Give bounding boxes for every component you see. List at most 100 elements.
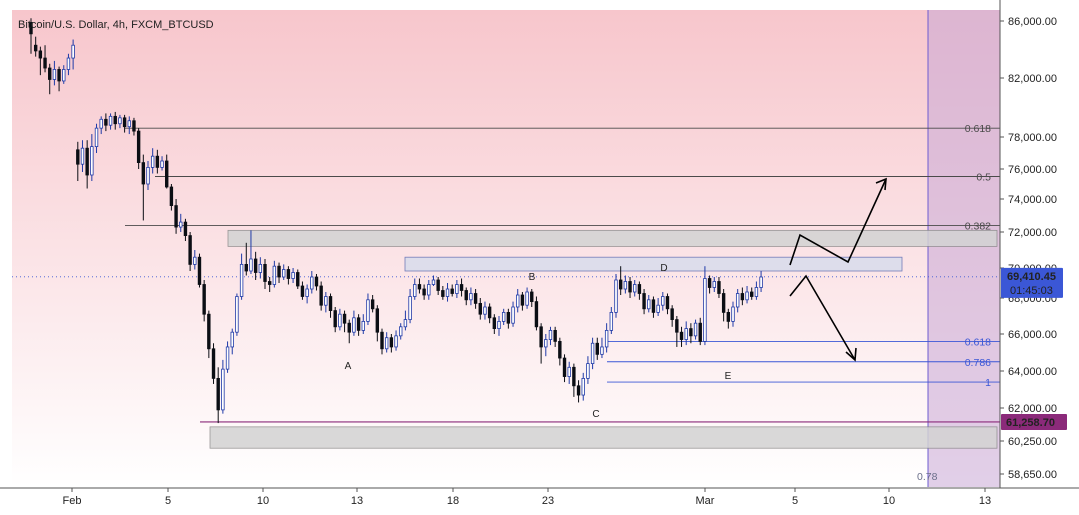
candle-body [399,326,403,337]
candle [497,316,501,336]
candle-body [595,342,599,355]
candle-body [572,366,576,387]
candle-body [29,22,33,35]
candle-body [188,235,192,265]
candle [558,337,562,366]
candle [750,287,754,300]
candle-body [623,281,628,290]
candle-body [581,377,585,396]
candle-body [277,265,281,278]
candle-body [473,293,478,304]
candle-body [296,272,300,287]
candle-body [183,221,188,237]
bullish-arrowhead [875,177,887,191]
candle-body [361,320,365,331]
candle-body [642,293,646,310]
candle-body [174,205,178,228]
candle [272,260,277,288]
candle-body [375,308,380,333]
candle-body [342,313,347,324]
candle [38,46,43,76]
candle-body [211,348,216,379]
candle [478,298,482,320]
chart-title: Bitcoin/U.S. Dollar, 4h, FXCM_BTCUSD [18,19,214,31]
candle-body [272,265,277,285]
candle-body [108,115,113,126]
candle [76,141,80,181]
y-tick-label: 60,250.00 [1008,436,1057,448]
candle-body [356,317,361,331]
candle [291,268,295,283]
candle [155,149,160,174]
candle [71,39,75,70]
candle [618,266,623,295]
candle [581,372,585,401]
candle-body [703,278,707,342]
candle-body [57,69,61,82]
candle-body [370,299,375,310]
candle [48,63,52,95]
candle-body [104,118,108,126]
fib-level-label: 0.5 [976,172,991,184]
candle-body [165,160,169,188]
candle [675,316,679,347]
candle-body [207,313,211,350]
candle-body [338,313,342,328]
candle-body [450,288,454,294]
candle [347,319,351,344]
candle [305,284,309,304]
candle-body [160,160,164,168]
candle [352,310,356,336]
plot-background [12,10,1000,487]
candle [296,269,300,289]
fib-level-label: 0.786 [965,357,991,369]
candle [647,295,651,313]
candle-body [637,284,642,294]
candle-body [197,256,202,285]
candle [623,275,628,294]
y-axis: 86,000.00 82,000.00 78,000.00 76,000.00 74,0… [1000,16,1057,481]
y-tick-label: 62,000.00 [1008,403,1057,415]
candle-body [169,186,174,207]
price-tags: 69,410.45 01:45:03 61,258.70 [1001,267,1067,430]
candle-body [609,311,614,331]
candle-body [441,290,445,297]
candle [150,148,155,174]
candle [384,332,389,353]
candle [759,271,763,292]
y-tick-label: 78,000.00 [1008,132,1057,144]
candle [586,356,590,384]
candle-body [202,284,206,315]
candle-body [179,221,183,228]
candle-body [726,311,731,322]
candle [548,326,553,346]
zones [209,229,998,449]
fib-levels: 0.618 0.5 0.382 0.618 0.786 1 [12,123,1000,423]
candle [590,337,595,370]
candle [375,305,380,342]
time-band-rect [928,10,1000,487]
candle [553,326,557,347]
candle [651,296,656,318]
candle-body [661,296,665,306]
candle [249,230,253,274]
y-tick-label: 74,000.00 [1008,194,1057,206]
candle [595,337,599,360]
candle-body [525,291,529,306]
candle [567,361,571,384]
fib-level-label: 0.618 [965,123,991,135]
candle [520,292,525,311]
candle [29,18,33,54]
candle [310,271,314,294]
candle-body [483,306,487,315]
candle-body [689,328,693,337]
candle [174,199,178,234]
x-tick-label: 10 [257,495,269,507]
candle [609,307,614,334]
candle-body [52,69,57,80]
candle [530,289,534,307]
fib-level-label: 0.618 [965,336,991,348]
candle [235,293,239,336]
candle [731,301,735,327]
